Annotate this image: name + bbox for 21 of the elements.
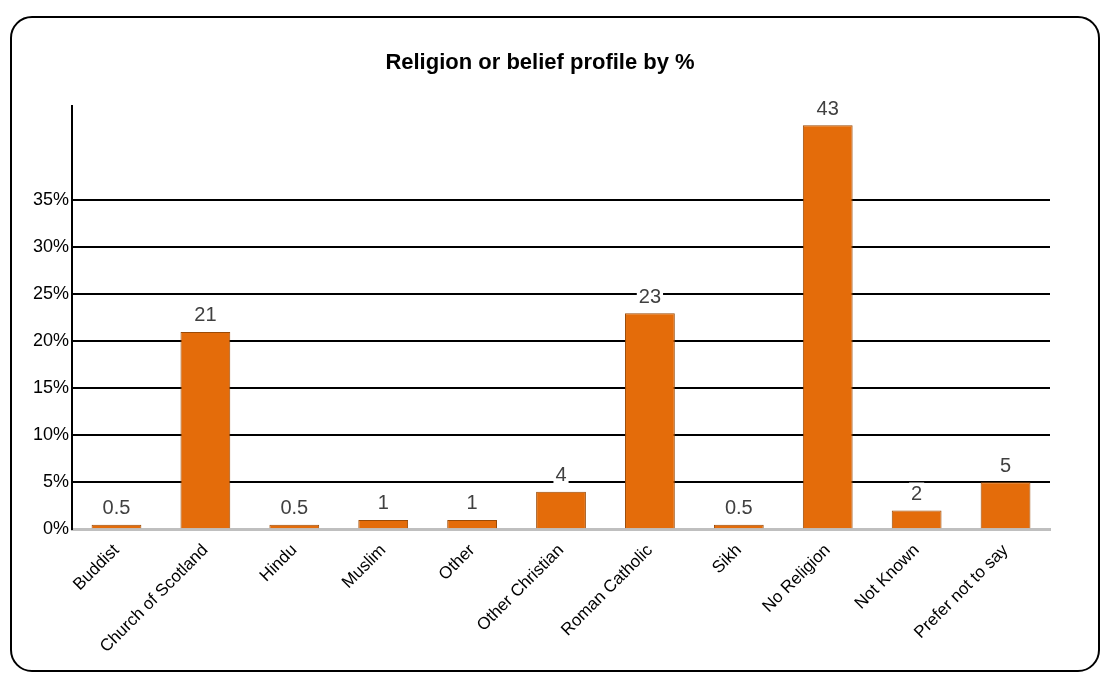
data-label: 1 (466, 491, 478, 514)
y-tick-label: 25% (33, 283, 70, 304)
data-label: 0.5 (280, 496, 309, 519)
data-label: 43 (816, 96, 839, 119)
y-tick-label: 0% (43, 518, 70, 539)
x-tick-label: Sikh (708, 540, 745, 578)
data-label: 4 (555, 463, 567, 486)
y-tick-label: 35% (33, 189, 70, 210)
data-label: 1 (377, 491, 389, 514)
chart-title: Religion or belief profile by % (385, 49, 695, 75)
data-label: 5 (999, 453, 1012, 476)
data-label: 23 (638, 284, 662, 307)
data-label: 2 (911, 482, 923, 505)
y-tick-label: 10% (33, 424, 70, 445)
y-tick-label: 5% (43, 471, 70, 492)
data-label: 0.5 (102, 496, 131, 519)
y-tick-label: 30% (33, 236, 70, 257)
data-label: 0.5 (724, 496, 753, 519)
y-tick-label: 20% (33, 330, 70, 351)
y-tick-label: 15% (33, 377, 70, 398)
data-label: 21 (194, 303, 217, 326)
